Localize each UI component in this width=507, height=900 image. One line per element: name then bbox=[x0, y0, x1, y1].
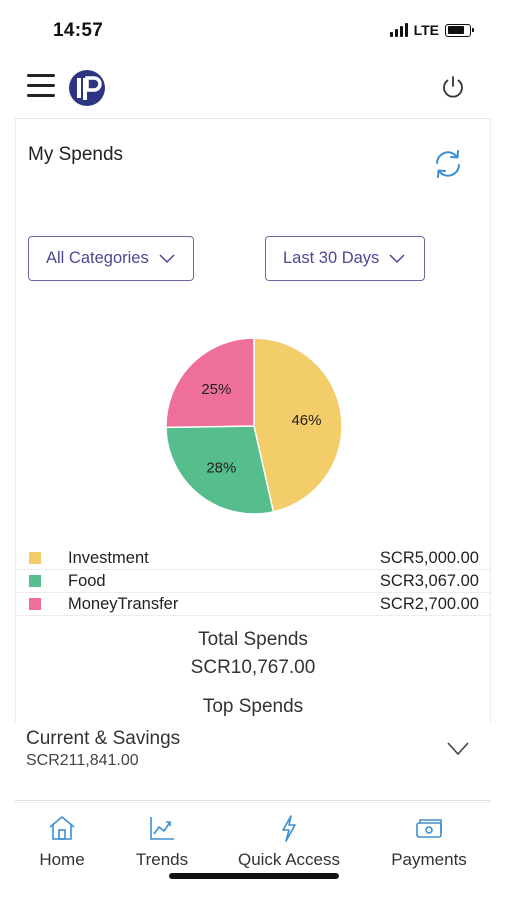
refresh-icon[interactable] bbox=[432, 148, 464, 180]
nav-label: Quick Access bbox=[237, 850, 341, 869]
nav-label: Home bbox=[39, 850, 85, 869]
category-dropdown[interactable]: All Categories bbox=[28, 236, 194, 281]
status-indicators: LTE bbox=[389, 22, 474, 38]
status-bar: 14:57 LTE bbox=[0, 0, 507, 56]
pie-slice-label: 25% bbox=[201, 381, 231, 398]
legend-swatch bbox=[29, 575, 41, 587]
legend-item-investment: Investment SCR5,000.00 bbox=[16, 547, 492, 570]
hamburger-menu-icon[interactable] bbox=[27, 74, 55, 98]
legend-label: Investment bbox=[68, 548, 149, 567]
account-selector[interactable]: Current & Savings SCR211,841.00 bbox=[0, 723, 507, 803]
bottom-navigation: Home Trends Quick Access Payments bbox=[0, 804, 507, 900]
pie-slice-label: 28% bbox=[206, 460, 236, 477]
pie-slice-moneytransfer[interactable] bbox=[165, 337, 255, 429]
legend-label: Food bbox=[68, 571, 106, 590]
legend-swatch bbox=[29, 552, 41, 564]
legend-amount: SCR5,000.00 bbox=[379, 548, 479, 567]
period-dropdown[interactable]: Last 30 Days bbox=[265, 236, 425, 281]
status-time: 14:57 bbox=[53, 20, 104, 41]
pie-slice-investment[interactable] bbox=[253, 337, 343, 513]
spends-legend: Investment SCR5,000.00 Food SCR3,067.00 … bbox=[16, 547, 492, 616]
network-label: LTE bbox=[413, 22, 439, 38]
top-spends-label: Top Spends bbox=[202, 696, 304, 717]
period-dropdown-label: Last 30 Days bbox=[283, 249, 380, 267]
chevron-down-icon bbox=[159, 253, 175, 263]
chevron-down-icon[interactable] bbox=[447, 742, 469, 756]
bank-logo-icon bbox=[69, 70, 105, 106]
legend-label: MoneyTransfer bbox=[68, 594, 179, 613]
nav-trends[interactable]: Trends bbox=[130, 814, 194, 870]
home-icon bbox=[49, 816, 75, 840]
divider bbox=[15, 800, 491, 803]
pie-slice-label: 46% bbox=[291, 412, 321, 429]
chevron-down-icon bbox=[389, 253, 405, 263]
lightning-icon bbox=[282, 815, 296, 842]
my-spends-card: My Spends All Categories Last 30 Days 46… bbox=[15, 118, 492, 723]
legend-item-moneytransfer: MoneyTransfer SCR2,700.00 bbox=[16, 593, 492, 616]
nav-home[interactable]: Home bbox=[33, 814, 91, 870]
pie-slice-food[interactable] bbox=[165, 425, 275, 515]
category-dropdown-label: All Categories bbox=[46, 249, 149, 267]
app-header bbox=[0, 56, 507, 118]
home-indicator bbox=[169, 873, 339, 879]
trends-icon bbox=[150, 817, 174, 840]
legend-amount: SCR3,067.00 bbox=[379, 571, 479, 590]
nav-quick-access[interactable]: Quick Access bbox=[235, 814, 343, 870]
spends-pie-chart: 46% 28% 25% bbox=[165, 337, 343, 515]
payments-icon bbox=[416, 819, 442, 838]
nav-label: Payments bbox=[391, 850, 467, 869]
battery-icon bbox=[445, 23, 474, 37]
total-spends-value: SCR10,767.00 bbox=[190, 657, 316, 678]
legend-swatch bbox=[29, 598, 41, 610]
total-spends-label: Total Spends bbox=[198, 629, 308, 650]
account-name: Current & Savings bbox=[26, 728, 181, 749]
legend-item-food: Food SCR3,067.00 bbox=[16, 570, 492, 593]
power-icon[interactable] bbox=[440, 74, 466, 100]
account-balance: SCR211,841.00 bbox=[26, 752, 139, 769]
card-title: My Spends bbox=[28, 144, 124, 165]
nav-label: Trends bbox=[135, 850, 189, 869]
legend-amount: SCR2,700.00 bbox=[379, 594, 479, 613]
signal-icon bbox=[389, 23, 408, 37]
nav-payments[interactable]: Payments bbox=[388, 814, 470, 870]
